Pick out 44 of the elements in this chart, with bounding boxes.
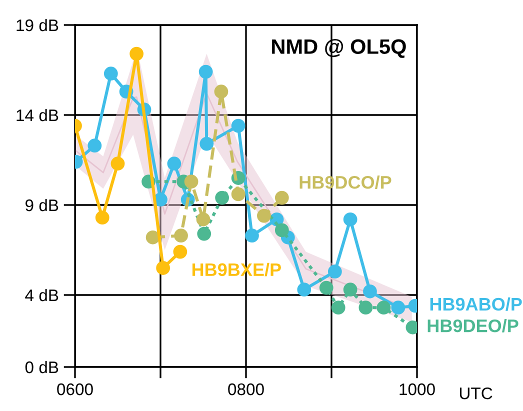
point: [200, 136, 214, 151]
y-tick-label: 4 dB: [25, 288, 58, 302]
x-axis-title: UTC: [460, 387, 492, 400]
point: [156, 261, 170, 275]
y-tick-label: 0 dB: [25, 360, 58, 374]
point: [376, 300, 391, 315]
point: [257, 208, 271, 223]
point: [245, 228, 259, 243]
point: [214, 84, 228, 99]
x-tick-label: 0800: [228, 383, 264, 396]
point: [319, 280, 334, 295]
point: [146, 230, 160, 244]
point: [343, 212, 358, 226]
point: [358, 300, 373, 315]
point: [215, 190, 230, 205]
point: [88, 138, 102, 153]
y-tick-label: 9 dB: [26, 198, 58, 212]
point: [198, 64, 213, 79]
point: [231, 118, 246, 133]
point: [174, 228, 188, 243]
point: [331, 300, 346, 315]
point: [231, 187, 246, 202]
series-label: HB9DEO/P: [428, 318, 518, 332]
point: [95, 210, 110, 225]
point: [274, 223, 289, 238]
x-tick-label: 1000: [400, 383, 435, 396]
point: [197, 226, 212, 241]
point: [130, 46, 144, 61]
series-label: HB9ABO/P: [430, 297, 522, 311]
point: [104, 66, 118, 81]
point: [184, 174, 198, 189]
point: [343, 282, 358, 297]
point: [196, 212, 210, 226]
point: [363, 284, 377, 298]
point: [110, 156, 125, 171]
y-tick-label: 14 dB: [16, 108, 58, 122]
point: [297, 282, 312, 297]
y-tick-label: 19 dB: [16, 18, 58, 32]
point: [167, 156, 182, 171]
point: [173, 244, 188, 259]
point: [391, 300, 406, 315]
point: [328, 264, 342, 279]
x-tick-label: 0600: [57, 383, 93, 396]
point: [274, 190, 289, 205]
